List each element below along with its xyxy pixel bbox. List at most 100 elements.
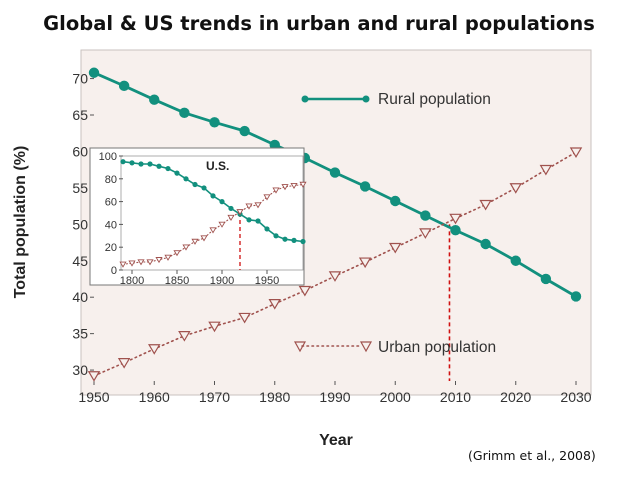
point-rural-population-1980 [269, 139, 280, 151]
point-rural-population-1950 [88, 67, 100, 78]
point-urban-population-2005 [419, 228, 432, 239]
x-tick-label-8: 2030 [560, 389, 591, 405]
legend-urban-marker-left [293, 341, 307, 353]
point-urban-1820 [146, 259, 154, 266]
point-urban-1980 [290, 182, 298, 190]
point-rural-1950 [264, 226, 270, 232]
x-tick-label-6: 2010 [440, 389, 471, 405]
x-tick-label-2: 1900 [210, 275, 234, 287]
point-urban-1790 [119, 261, 127, 268]
point-rural-1930 [246, 217, 252, 223]
point-rural-1910 [228, 205, 234, 212]
x-tick-label-7: 2020 [500, 389, 531, 405]
x-tick-label-0: 1800 [120, 275, 144, 287]
point-urban-population-2010 [449, 213, 462, 225]
legend-urban-marker-right [359, 341, 373, 353]
point-rural-1970 [282, 236, 288, 242]
y-tick-label-4: 80 [105, 174, 117, 186]
point-urban-population-1985 [298, 285, 312, 297]
point-urban-population-2015 [479, 199, 492, 211]
point-rural-1800 [129, 160, 135, 166]
point-urban-population-1980 [268, 298, 281, 310]
y-tick-label-2: 40 [105, 219, 117, 231]
point-rural-population-2025 [540, 273, 552, 285]
legend-urban-label: Urban population [378, 339, 496, 356]
legend-rural-label: Rural population [378, 91, 491, 108]
point-rural-1940 [255, 218, 261, 224]
point-rural-population-1990 [329, 167, 341, 178]
point-urban-1960 [272, 187, 280, 194]
point-urban-population-1965 [178, 331, 191, 342]
legend: Rural population Urban population [293, 91, 496, 356]
x-tick-label-0: 1950 [78, 389, 109, 405]
point-urban-population-1975 [238, 312, 251, 324]
point-rural-population-2000 [390, 195, 401, 207]
point-urban-1910 [227, 214, 235, 221]
point-rural-1890 [210, 193, 216, 199]
point-rural-population-1995 [359, 181, 371, 192]
legend-rural-marker-left [301, 95, 309, 103]
y-tick-label-3: 60 [105, 197, 117, 209]
point-rural-1850 [174, 170, 180, 176]
y-tick-label-2: 40 [72, 289, 88, 305]
point-rural-population-2010 [450, 224, 461, 236]
point-urban-1830 [155, 257, 163, 264]
point-rural-population-2020 [510, 255, 521, 266]
point-urban-population-1990 [328, 271, 342, 282]
y-tick-label-0: 0 [111, 265, 117, 277]
point-urban-population-1970 [208, 321, 221, 333]
x-tick-label-2: 1970 [199, 389, 230, 405]
point-urban-1850 [173, 250, 181, 257]
point-urban-1890 [209, 227, 217, 234]
point-urban-1990 [299, 181, 307, 188]
point-rural-population-1965 [179, 107, 190, 119]
y-tick-label-0: 30 [72, 362, 88, 378]
point-urban-population-2030 [569, 147, 583, 159]
point-urban-population-2025 [539, 164, 553, 176]
point-rural-population-2005 [420, 210, 431, 221]
point-rural-1830 [156, 163, 162, 169]
point-urban-1970 [281, 184, 289, 191]
y-tick-label-5: 55 [72, 180, 88, 196]
main-series [87, 67, 583, 382]
legend-rural-marker-right [362, 95, 370, 103]
point-urban-1930 [245, 203, 253, 210]
x-axis-title: Year [319, 432, 353, 449]
y-tick-label-1: 20 [105, 242, 117, 254]
point-rural-population-2015 [480, 238, 491, 250]
inset-plot-area [120, 155, 304, 271]
point-urban-1870 [191, 238, 199, 245]
inset-plot: U.S. 0 20 40 60 80 100 1800 1850 1900 1950 [89, 147, 307, 287]
point-urban-population-1960 [148, 344, 161, 355]
point-rural-1820 [147, 161, 153, 167]
point-urban-population-2000 [389, 242, 402, 254]
point-urban-population-1955 [117, 358, 131, 369]
y-axis-title: Total population (%) [12, 146, 29, 299]
x-tick-label-5: 2000 [380, 389, 411, 405]
point-urban-population-1950 [87, 371, 101, 382]
point-urban-1840 [164, 254, 172, 261]
point-rural-1900 [219, 199, 225, 205]
point-rural-1860 [183, 176, 189, 182]
point-rural-1880 [201, 185, 207, 191]
x-tick-label-1: 1850 [165, 275, 189, 287]
point-urban-1880 [200, 235, 208, 242]
x-tick-label-3: 1950 [255, 275, 279, 287]
point-rural-1980 [291, 237, 297, 243]
y-tick-label-5: 100 [99, 151, 117, 163]
y-tick-label-3: 45 [72, 253, 88, 269]
y-tick-label-1: 35 [72, 326, 88, 342]
x-tick-label-1: 1960 [139, 389, 170, 405]
point-urban-population-1995 [358, 257, 372, 269]
inset-series [119, 159, 307, 268]
point-rural-population-1960 [149, 94, 160, 105]
y-tick-label-7: 65 [72, 107, 88, 123]
point-rural-population-1975 [239, 125, 250, 137]
point-urban-1940 [254, 202, 262, 209]
point-rural-1870 [192, 181, 198, 188]
point-rural-1810 [138, 161, 144, 167]
point-rural-population-1955 [118, 80, 130, 92]
x-tick-label-4: 1990 [319, 389, 350, 405]
